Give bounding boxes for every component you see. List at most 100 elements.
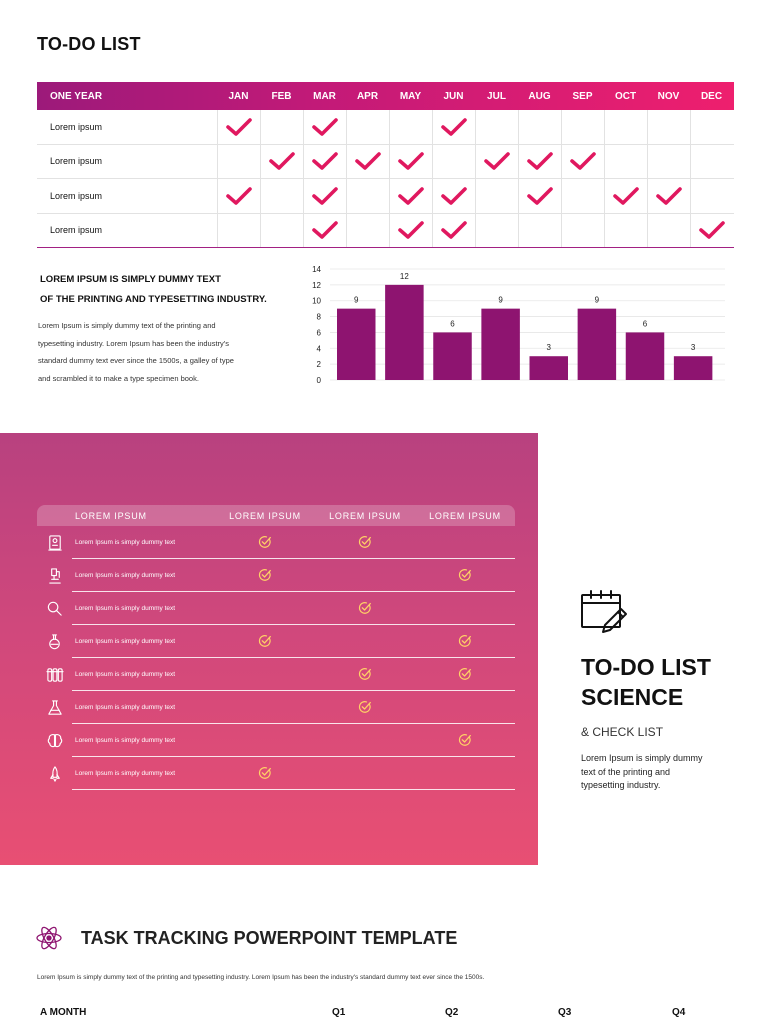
month-cell[interactable] xyxy=(647,179,690,213)
science-row: Lorem Ipsum is simply dummy text xyxy=(37,757,515,790)
month-mar: MAR xyxy=(313,90,336,102)
month-cell[interactable] xyxy=(303,213,346,247)
science-check-cell[interactable] xyxy=(215,691,315,724)
month-cell[interactable] xyxy=(561,213,604,247)
checkmark-icon xyxy=(226,117,252,136)
bar xyxy=(529,356,568,380)
month-cell[interactable] xyxy=(604,110,647,144)
month-cell[interactable] xyxy=(217,213,260,247)
month-cell[interactable] xyxy=(690,213,733,247)
science-check-cell[interactable] xyxy=(415,559,515,592)
month-cell[interactable] xyxy=(518,179,561,213)
science-check-cell[interactable] xyxy=(415,592,515,625)
month-cell[interactable] xyxy=(303,144,346,178)
month-cell[interactable] xyxy=(432,213,475,247)
science-check-cell[interactable] xyxy=(215,757,315,790)
science-check-cell[interactable] xyxy=(315,724,415,757)
circle-check-icon xyxy=(258,767,271,779)
checkmark-icon xyxy=(441,117,467,136)
science-row: Lorem Ipsum is simply dummy text xyxy=(37,559,515,592)
month-cell[interactable] xyxy=(260,144,303,178)
science-row-text: Lorem Ipsum is simply dummy text xyxy=(72,625,215,658)
science-check-cell[interactable] xyxy=(215,625,315,658)
month-cell[interactable] xyxy=(217,110,260,144)
y-tick-label: 12 xyxy=(312,281,321,290)
month-cell[interactable] xyxy=(604,213,647,247)
science-check-cell[interactable] xyxy=(215,658,315,691)
month-cell[interactable] xyxy=(260,110,303,144)
month-cell[interactable] xyxy=(647,213,690,247)
science-check-cell[interactable] xyxy=(215,592,315,625)
checkmark-icon xyxy=(226,186,252,205)
month-cell[interactable] xyxy=(475,110,518,144)
month-cell[interactable] xyxy=(303,179,346,213)
month-cell[interactable] xyxy=(518,110,561,144)
month-cell[interactable] xyxy=(475,144,518,178)
bar xyxy=(673,356,713,380)
month-cell[interactable] xyxy=(690,110,733,144)
row-label: Lorem ipsum xyxy=(50,121,103,132)
month-cell[interactable] xyxy=(475,213,518,247)
year-table-row: Lorem ipsum xyxy=(37,144,734,179)
month-cell[interactable] xyxy=(561,144,604,178)
bottom-title: TASK TRACKING POWERPOINT TEMPLATE xyxy=(81,928,458,948)
month-cell[interactable] xyxy=(389,144,432,178)
month-cell[interactable] xyxy=(518,144,561,178)
year-table: ONE YEAR JAN FEB MAR APR MAY JUN JUL AUG… xyxy=(37,82,734,248)
month-cell[interactable] xyxy=(690,179,733,213)
science-check-cell[interactable] xyxy=(215,559,315,592)
bar xyxy=(481,308,520,380)
science-check-cell[interactable] xyxy=(315,526,415,559)
month-cell[interactable] xyxy=(647,144,690,178)
science-check-cell[interactable] xyxy=(415,691,515,724)
month-feb: FEB xyxy=(271,90,292,102)
science-check-cell[interactable] xyxy=(315,691,415,724)
month-cell[interactable] xyxy=(561,179,604,213)
science-check-cell[interactable] xyxy=(215,724,315,757)
checkmark-icon xyxy=(570,152,596,171)
checkmark-icon xyxy=(355,152,381,171)
science-check-cell[interactable] xyxy=(315,658,415,691)
science-check-cell[interactable] xyxy=(315,592,415,625)
science-check-cell[interactable] xyxy=(315,559,415,592)
science-header-2: LOREM IPSUM xyxy=(229,510,301,521)
science-row-text: Lorem Ipsum is simply dummy text xyxy=(72,592,215,625)
month-cell[interactable] xyxy=(432,144,475,178)
month-cell[interactable] xyxy=(346,144,389,178)
month-nov: NOV xyxy=(657,90,680,102)
month-cell[interactable] xyxy=(432,110,475,144)
science-check-cell[interactable] xyxy=(415,625,515,658)
month-cell[interactable] xyxy=(217,144,260,178)
month-cell[interactable] xyxy=(561,110,604,144)
month-cell[interactable] xyxy=(647,110,690,144)
month-cell[interactable] xyxy=(217,179,260,213)
month-cell[interactable] xyxy=(389,110,432,144)
month-cell[interactable] xyxy=(432,179,475,213)
month-cell[interactable] xyxy=(260,213,303,247)
circle-check-icon xyxy=(358,602,371,614)
calendar-edit-icon xyxy=(581,590,627,633)
month-cell[interactable] xyxy=(475,179,518,213)
round-flask-icon xyxy=(48,633,60,649)
science-check-cell[interactable] xyxy=(415,724,515,757)
month-cell[interactable] xyxy=(346,110,389,144)
science-check-cell[interactable] xyxy=(215,526,315,559)
month-cell[interactable] xyxy=(518,213,561,247)
month-cell[interactable] xyxy=(346,213,389,247)
month-cell[interactable] xyxy=(303,110,346,144)
science-check-cell[interactable] xyxy=(415,757,515,790)
month-cell[interactable] xyxy=(389,179,432,213)
science-check-cell[interactable] xyxy=(415,658,515,691)
month-cell[interactable] xyxy=(346,179,389,213)
science-check-cell[interactable] xyxy=(415,526,515,559)
y-tick-label: 10 xyxy=(312,297,321,306)
month-cell[interactable] xyxy=(389,213,432,247)
right-body-line-3: typesetting industry. xyxy=(581,780,661,790)
science-row: Lorem Ipsum is simply dummy text xyxy=(37,625,515,658)
month-cell[interactable] xyxy=(260,179,303,213)
month-cell[interactable] xyxy=(690,144,733,178)
month-cell[interactable] xyxy=(604,179,647,213)
science-check-cell[interactable] xyxy=(315,757,415,790)
month-cell[interactable] xyxy=(604,144,647,178)
science-check-cell[interactable] xyxy=(315,625,415,658)
